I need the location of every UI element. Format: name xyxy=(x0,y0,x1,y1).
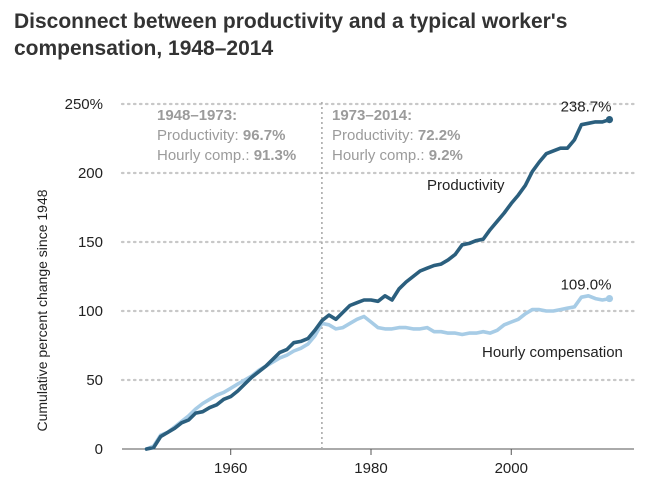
annotation-heading: 1973–2014: xyxy=(332,107,412,124)
annotation-line: Productivity: 96.7% xyxy=(157,127,285,144)
x-tick-label: 1960 xyxy=(214,460,247,477)
y-tick-label: 200 xyxy=(78,165,103,182)
series-line-productivity xyxy=(144,117,612,451)
end-value-label-productivity: 238.7% xyxy=(561,99,612,116)
annotation-value: 91.3% xyxy=(254,147,297,164)
y-axis-ticks: 0 50 100 150 200 250% xyxy=(65,96,103,458)
annotation-value: 9.2% xyxy=(429,147,463,164)
series-label-hourly-compensation: Hourly compensation xyxy=(482,344,623,361)
series-lines xyxy=(144,115,614,451)
annotation-label: Productivity: xyxy=(332,127,418,144)
chart-title: Disconnect between productivity and a ty… xyxy=(14,10,568,60)
annotation-heading: 1948–1973: xyxy=(157,107,237,124)
series-end-point xyxy=(605,115,614,124)
series-labels: Productivity Hourly compensation 238.7% 109… xyxy=(427,99,623,361)
era-annotations: 1948–1973: Productivity: 96.7% Hourly comp… xyxy=(157,107,463,164)
y-tick-label: 50 xyxy=(86,372,103,389)
y-tick-label: 150 xyxy=(78,234,103,251)
annotation-line: Hourly comp.: 9.2% xyxy=(332,147,463,164)
annotation-label: Hourly comp.: xyxy=(332,147,429,164)
x-tick-label: 1980 xyxy=(354,460,387,477)
annotation-line: Hourly comp.: 91.3% xyxy=(157,147,296,164)
annotation-value: 72.2% xyxy=(418,127,461,144)
annotation-label: Hourly comp.: xyxy=(157,147,254,164)
series-end-point xyxy=(605,294,614,303)
y-tick-label: 0 xyxy=(95,441,103,458)
y-axis-label: Cumulative percent change since 1948 xyxy=(34,189,50,431)
series-label-productivity: Productivity xyxy=(427,177,505,194)
annotation-value: 96.7% xyxy=(243,127,286,144)
x-axis-ticks: 1960 1980 2000 xyxy=(214,449,528,477)
annotation-label: Productivity: xyxy=(157,127,243,144)
x-tick-label: 2000 xyxy=(495,460,528,477)
series-line-hourly-compensation xyxy=(144,294,612,451)
y-tick-label: 250% xyxy=(65,96,103,113)
annotation-line: Productivity: 72.2% xyxy=(332,127,460,144)
gridlines xyxy=(120,102,636,382)
end-value-label-hourly-compensation: 109.0% xyxy=(561,277,612,294)
y-tick-label: 100 xyxy=(78,303,103,320)
